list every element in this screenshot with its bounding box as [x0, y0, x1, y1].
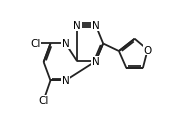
- Text: Cl: Cl: [38, 95, 49, 105]
- Text: N: N: [62, 76, 69, 86]
- Text: N: N: [92, 21, 100, 31]
- Text: O: O: [144, 45, 152, 55]
- Text: Cl: Cl: [30, 39, 40, 49]
- Text: N: N: [62, 39, 69, 49]
- Text: N: N: [73, 21, 81, 31]
- Text: N: N: [92, 57, 100, 67]
